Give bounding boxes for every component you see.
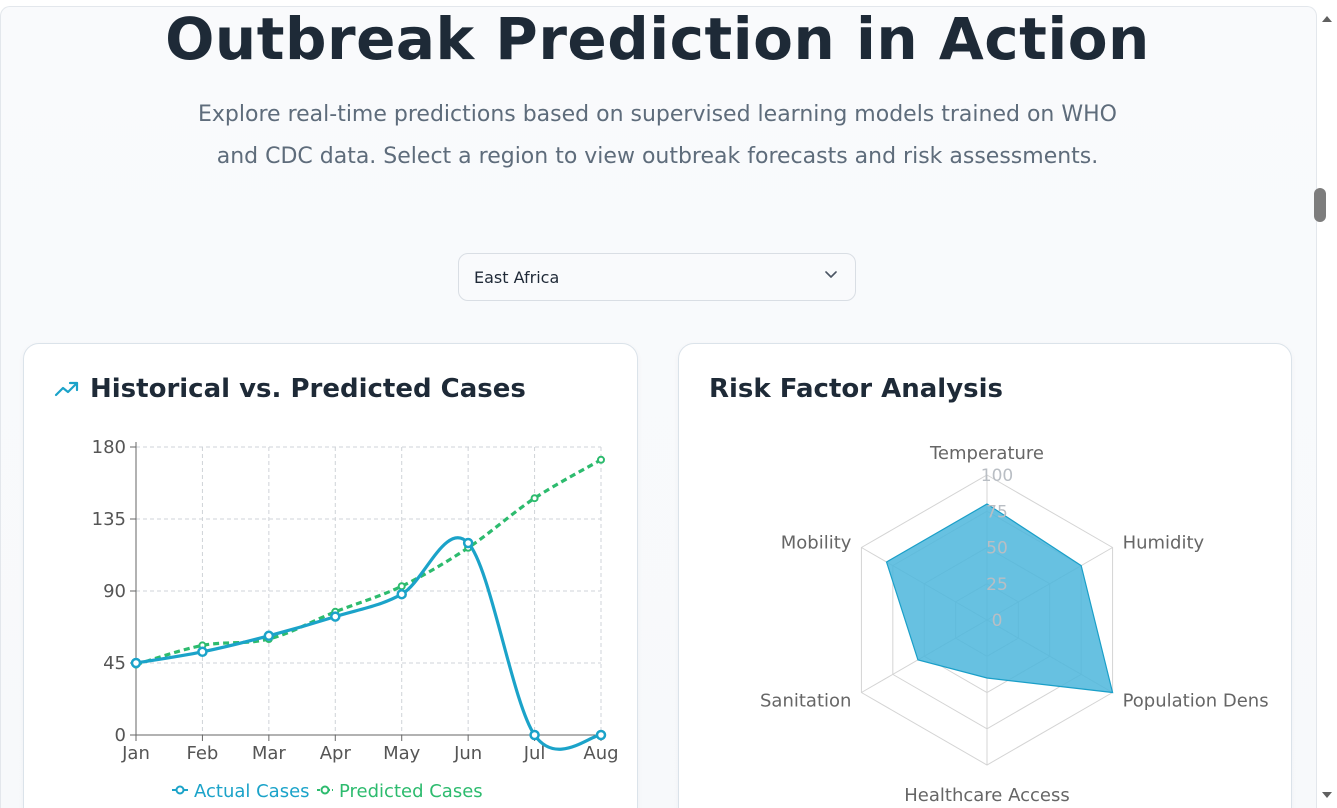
y-tick-label: 45 (103, 653, 126, 674)
legend-predicted-marker-dot (320, 785, 330, 795)
risk-chart-card: Risk Factor Analysis 0 25 50 75 100 Temperatu… (678, 343, 1292, 808)
radar-tick-label: 50 (986, 539, 1008, 559)
predicted-cases-point (530, 494, 539, 503)
actual-cases-point (263, 630, 275, 642)
x-tick-label: Mar (252, 743, 287, 764)
legend-actual-label: Actual Cases (194, 781, 310, 802)
radar-tick-label: 0 (992, 611, 1003, 631)
history-chart-card: Historical vs. Predicted Cases 0 45 90 135 1… (23, 343, 638, 808)
radar-tick-label: 75 (986, 502, 1008, 522)
radar-axis-label: Sanitation (760, 691, 851, 712)
x-tick-label: Apr (320, 743, 352, 764)
actual-cases-point (529, 729, 540, 741)
history-line-chart: 0 45 90 135 180 Jan Feb Mar Apr May Jun Jul Aug Actua… (92, 437, 619, 802)
page-frame: Outbreak Prediction in Action Explore re… (0, 6, 1317, 808)
actual-cases-point (130, 657, 142, 669)
predicted-cases-series (132, 455, 605, 669)
scrollbar-thumb[interactable] (1314, 188, 1326, 222)
y-tick-label: 0 (115, 725, 126, 746)
region-select-value: East Africa (474, 268, 560, 287)
y-tick-label: 135 (92, 509, 126, 530)
scroll-down-arrow-icon[interactable] (1321, 790, 1333, 800)
radar-axis-label: Humidity (1123, 533, 1205, 554)
x-tick-label: Jul (523, 743, 546, 764)
predicted-cases-line (135, 458, 602, 667)
radar-axis-label: Temperature (929, 443, 1044, 464)
actual-cases-point (197, 646, 208, 658)
actual-cases-point (462, 537, 474, 549)
x-tick-label: Feb (186, 743, 218, 764)
x-tick-label: May (383, 743, 421, 764)
region-select[interactable]: East Africa (458, 253, 856, 301)
radar-axis-label: Healthcare Access (904, 785, 1069, 806)
radar-data-area (885, 503, 1114, 694)
actual-cases-point (396, 588, 407, 600)
x-tick-label: Jan (121, 743, 150, 764)
legend-actual-marker-dot (175, 785, 185, 795)
y-tick-label: 90 (103, 581, 126, 602)
predicted-cases-point (397, 582, 406, 591)
trending-up-icon (54, 381, 79, 397)
actual-cases-point (330, 611, 341, 622)
x-tick-label: Jun (453, 743, 482, 764)
history-chart-title: Historical vs. Predicted Cases (90, 374, 526, 404)
y-tick-label: 180 (92, 437, 126, 458)
predicted-cases-point (597, 455, 605, 464)
chevron-down-icon (825, 271, 837, 278)
radar-axis-label: Mobility (781, 533, 852, 554)
radar-tick-label: 25 (986, 575, 1008, 595)
actual-cases-point (595, 729, 607, 741)
scrollbar[interactable] (1317, 6, 1337, 807)
risk-chart-title: Risk Factor Analysis (709, 374, 1004, 404)
actual-cases-series (130, 536, 607, 751)
chart-legend: Actual Cases Predicted Cases (172, 781, 483, 802)
page-title: Outbreak Prediction in Action (165, 6, 1150, 73)
legend-predicted-label: Predicted Cases (339, 781, 483, 802)
radar-axis-label: Population Dens (1123, 691, 1269, 712)
x-tick-label: Aug (583, 743, 618, 764)
scroll-up-arrow-icon[interactable] (1321, 14, 1333, 24)
page-subtitle: Explore real-time predictions based on s… (198, 102, 1117, 169)
radar-tick-label: 100 (981, 466, 1013, 486)
